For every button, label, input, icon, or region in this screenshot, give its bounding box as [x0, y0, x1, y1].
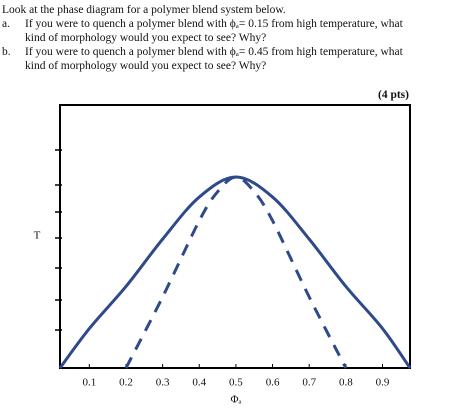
phase-curve [58, 175, 412, 369]
question-line: If you were to quench a polymer blend wi… [25, 46, 403, 58]
points: (4 pts) [378, 89, 409, 101]
question-label: a. [2, 18, 10, 30]
plot-frame [59, 104, 411, 369]
question-line: kind of morphology would you expect to s… [25, 60, 267, 72]
x-tick-label: 0.3 [156, 377, 170, 389]
intro: Look at the phase diagram for a polymer … [2, 4, 286, 16]
y-axis-label: T [34, 230, 41, 242]
x-tick-label: 0.7 [302, 377, 316, 389]
question-line: kind of morphology would you expect to s… [25, 32, 267, 44]
x-tick-label: 0.5 [229, 377, 243, 389]
x-tick-label: 0.1 [82, 377, 96, 389]
y-axis-ticks [55, 149, 62, 331]
x-tick-label: 0.2 [119, 377, 133, 389]
x-tick-label: 0.8 [339, 377, 353, 389]
x-tick-label: 0.6 [266, 377, 280, 389]
x-tick-label: 0.9 [376, 377, 390, 389]
x-axis-label: Φₐ [230, 394, 241, 406]
phase-curve [124, 175, 348, 369]
x-tick-label: 0.4 [192, 377, 206, 389]
question-line: If you were to quench a polymer blend wi… [25, 18, 403, 30]
question-label: b. [2, 46, 11, 58]
